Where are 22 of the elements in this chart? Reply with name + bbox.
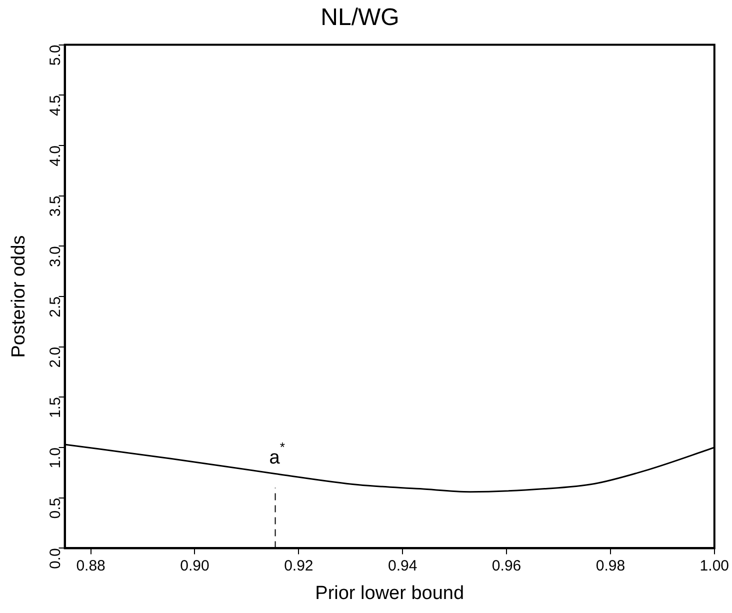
y-tick-label: 3.0: [46, 246, 64, 268]
y-axis-title: Posterior odds: [8, 235, 30, 358]
annotation: a*: [269, 440, 285, 469]
y-tick-label: 5.0: [46, 44, 64, 66]
x-tick-label: 0.92: [284, 557, 314, 574]
y-tick-label: 4.0: [46, 145, 64, 166]
x-tick-label: 0.94: [388, 557, 418, 574]
y-tick-label: 2.5: [46, 296, 64, 318]
y-tick-label: 0.5: [46, 498, 64, 519]
chart-title: NL/WG: [320, 4, 400, 32]
y-tick-label: 0.0: [46, 548, 64, 570]
x-tick-label: 1.00: [700, 557, 730, 574]
y-tick-label: 2.0: [46, 346, 64, 368]
y-tick-label: 4.5: [46, 95, 64, 116]
x-tick-label: 0.96: [492, 557, 522, 574]
y-tick-label: 1.5: [46, 397, 64, 418]
x-tick-label: 0.98: [596, 557, 626, 574]
y-tick-label: 1.0: [46, 448, 64, 468]
x-tick-label: 0.90: [180, 557, 210, 574]
x-axis-title: Prior lower bound: [315, 582, 464, 604]
x-tick-label: 0.88: [76, 557, 106, 574]
y-tick-label: 3.5: [46, 196, 64, 217]
